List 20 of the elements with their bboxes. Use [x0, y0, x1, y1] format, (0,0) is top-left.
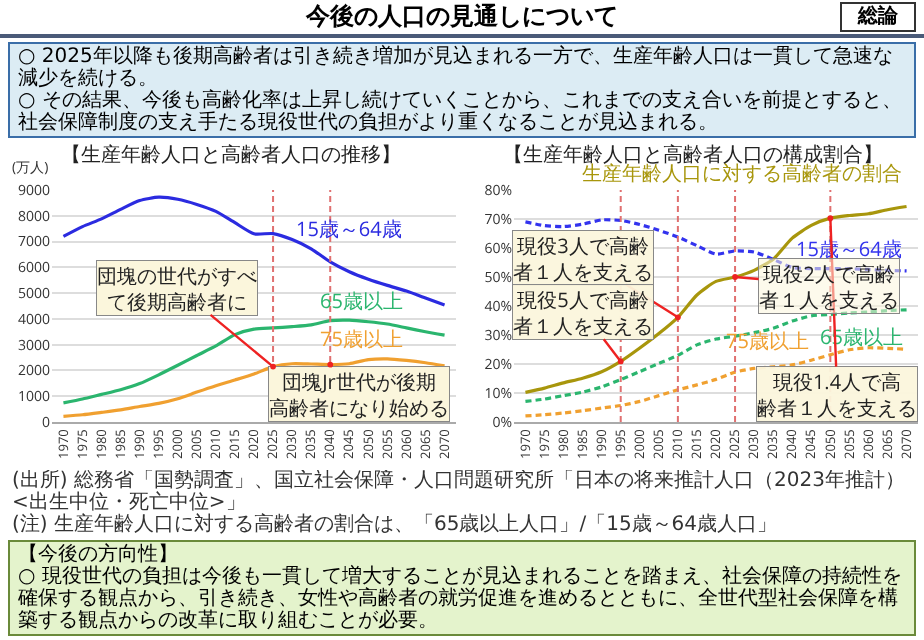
annotation: 現役1.4人で高齢者１人を支える — [757, 367, 917, 421]
annotation: 団塊の世代がすべて後期高齢者に — [97, 261, 257, 315]
text: 【今後の方向性】 — [18, 544, 180, 566]
series-label: 75歳以上 — [726, 326, 809, 354]
annotation: 団塊Jr世代が後期高齢者になり始める — [269, 367, 449, 421]
chart-title: 【生産年齢人口と高齢者人口の推移】 — [61, 138, 401, 167]
series-label: 65歳以上 — [320, 286, 403, 314]
text: (出所) 総務省「国勢調査」、国立社会保障・人口問題研究所「日本の将来推計人口（2023年推計）<出生中位・死亡中位>」 — [12, 470, 907, 514]
text: ○ 現役世代の負担は今後も一貫して増大することが見込まれることを踏まえ、社会保障の持続性を確保する観点から、引き続き、女性や高齢者の就労促進を進めるとともに、全世代型社会保障を構築する観点からの改革に取り組むことが必要。 — [18, 566, 904, 632]
annotation: 現役5人で高齢者１人を支える — [513, 285, 653, 339]
annotation: 現役3人で高齢者１人を支える — [513, 231, 653, 285]
annotation: 現役2人で高齢者１人を支える — [759, 259, 899, 313]
text: ○ その結果、今後も高齢化率は上昇し続けていくことから、これまでの支え合いを前提とすると、社会保障制度の支え手たる現役世代の負担がより重くなることが見込まれる。 — [18, 90, 904, 134]
series-label: 75歳以上 — [320, 324, 403, 352]
text: 今後の人口の見通しについて — [306, 2, 618, 30]
text: ○ 2025年以降も後期高齢者は引き続き増加が見込まれる一方で、生産年齢人口は一貫して急速な減少を続ける。 — [18, 46, 895, 90]
series-label: 15歳～64歳 — [296, 214, 402, 242]
line-series — [61, 357, 447, 418]
text: (注) 生産年齢人口に対する高齢者の割合は、「65歳以上人口」/「15歳～64歳人口」 — [12, 514, 780, 536]
text: 総論 — [840, 2, 916, 32]
